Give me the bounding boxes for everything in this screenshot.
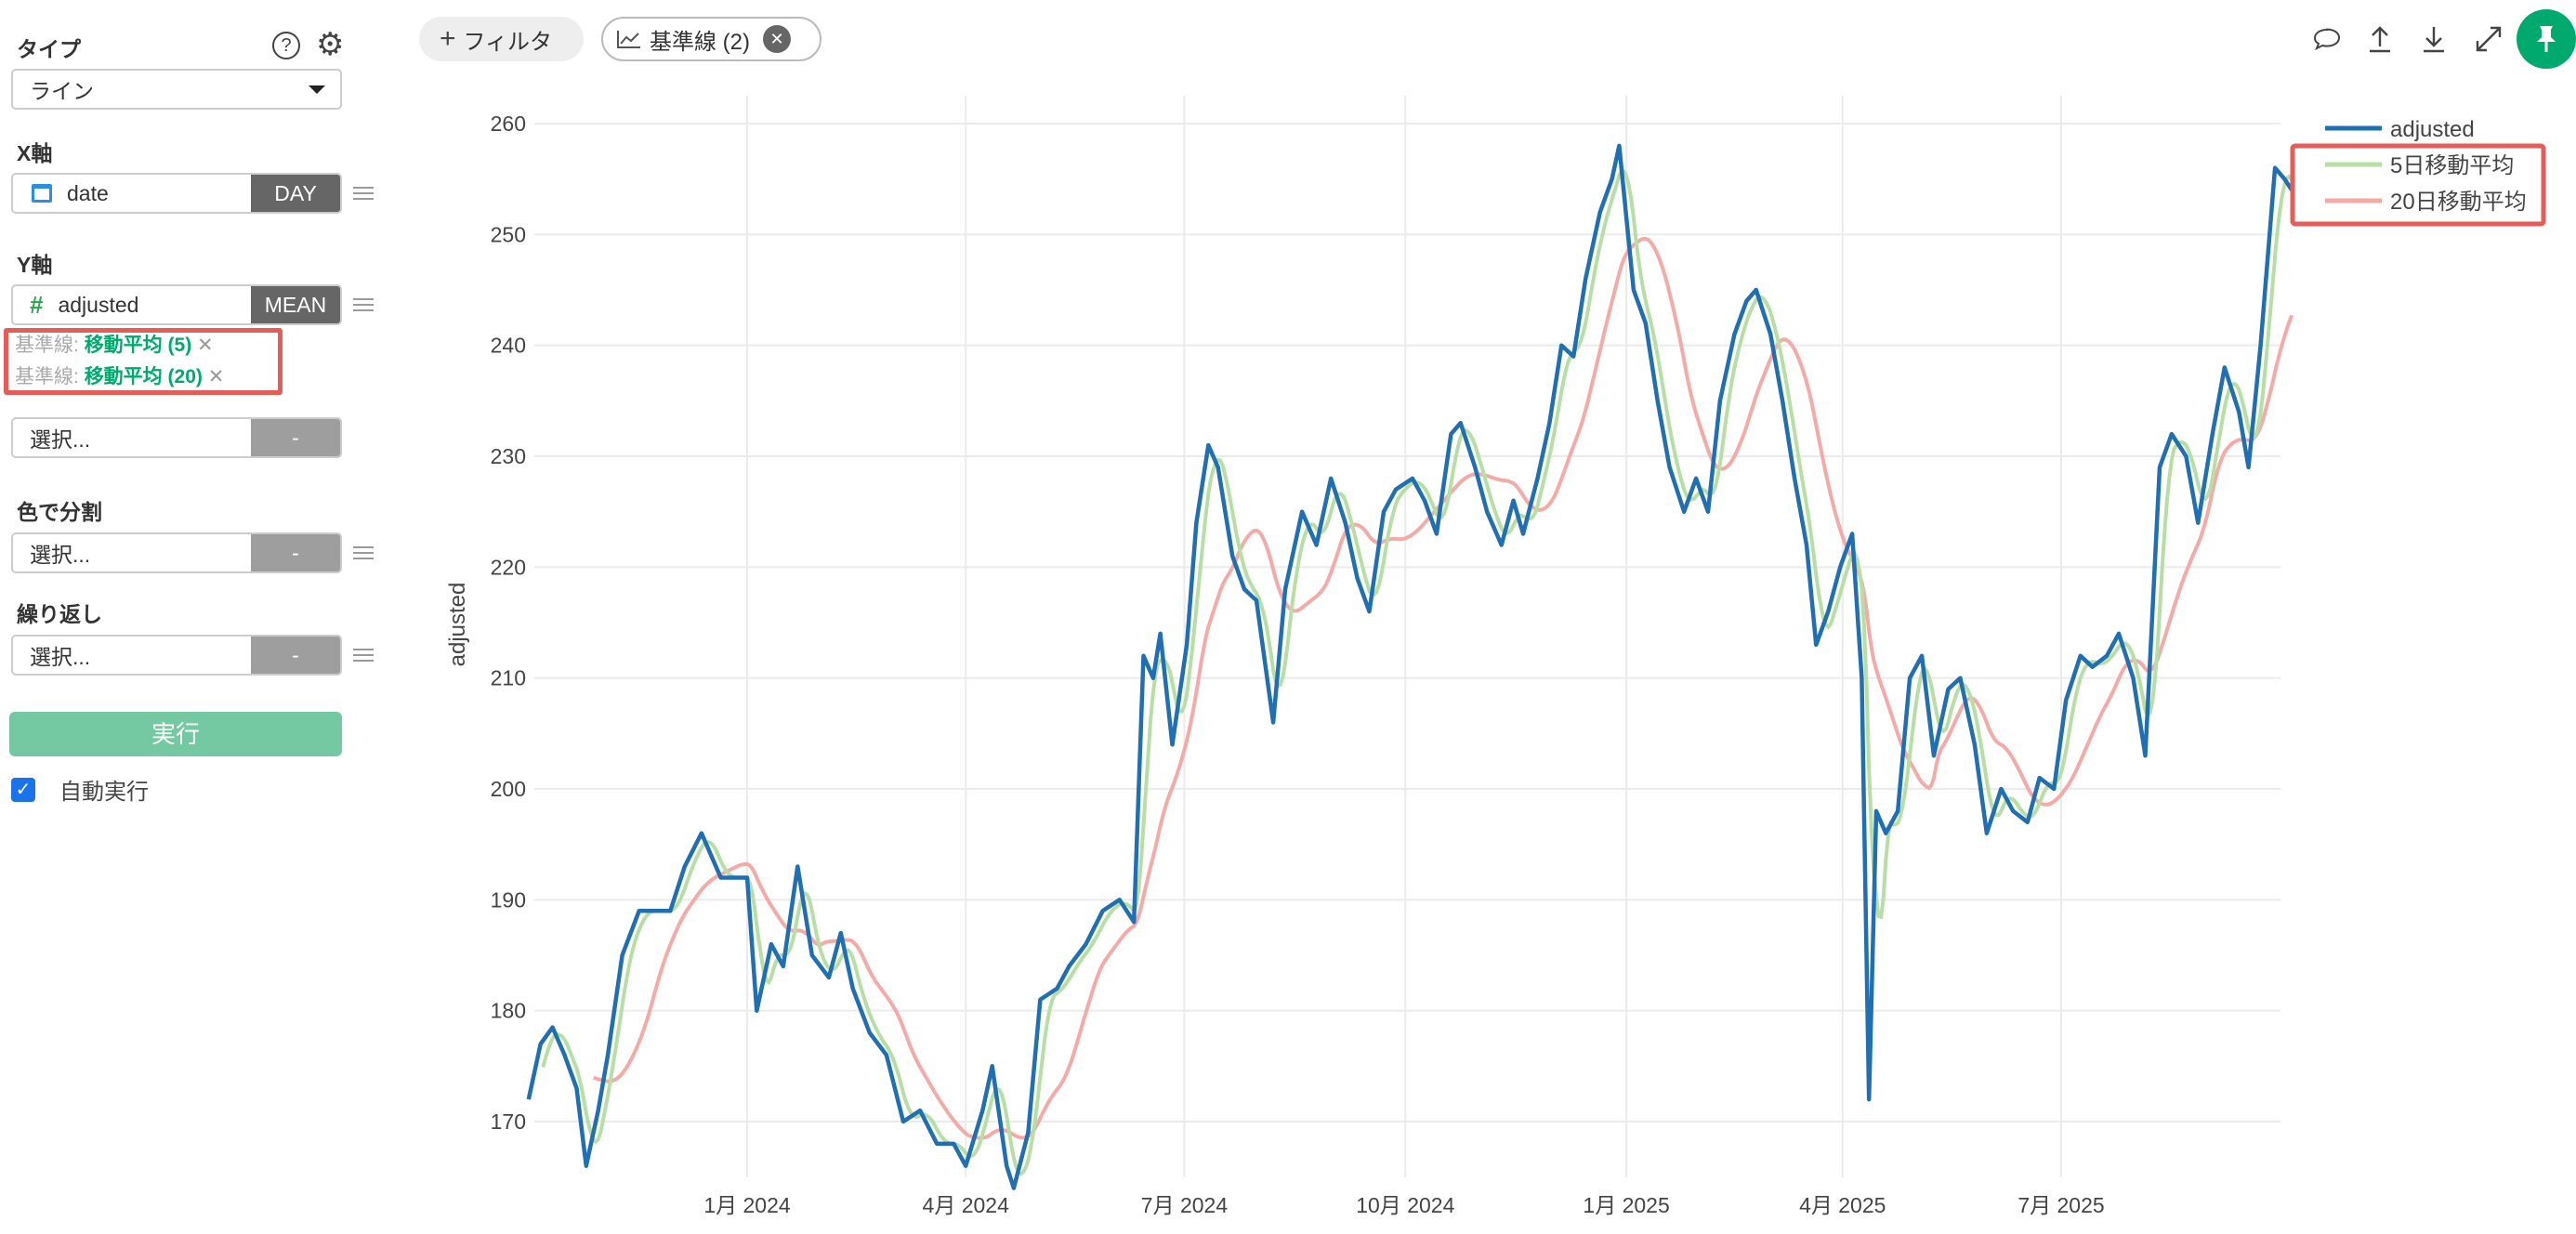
y-agg-button[interactable]: MEAN xyxy=(251,286,340,323)
y-tick-label: 170 xyxy=(491,1109,526,1134)
x-axis-label: X軸 xyxy=(17,141,53,165)
baseline-name[interactable]: 移動平均 (5) xyxy=(84,335,192,356)
baseline-name[interactable]: 移動平均 (20) xyxy=(84,366,203,387)
color-agg-button[interactable]: - xyxy=(251,534,340,571)
x-tick-label: 7月 2025 xyxy=(2017,1193,2104,1217)
repeat-placeholder: 選択... xyxy=(30,645,91,669)
legend-label-ma20[interactable]: 20日移動平均 xyxy=(2390,190,2527,215)
extra-y-field[interactable]: 選択... - xyxy=(11,417,342,458)
x-tick-label: 7月 2024 xyxy=(1141,1193,1229,1217)
x-tick-label: 1月 2024 xyxy=(703,1193,791,1217)
remove-baseline-icon[interactable]: ✕ xyxy=(197,335,214,356)
baseline-item: 基準線: 移動平均 (20) ✕ xyxy=(15,361,224,393)
x-field-name: date xyxy=(67,180,109,205)
baseline-list: 基準線: 移動平均 (5) ✕ 基準線: 移動平均 (20) ✕ xyxy=(15,330,224,393)
ma5-line xyxy=(541,169,2293,1176)
baseline-highlight-box xyxy=(4,328,283,395)
x-tick-label: 10月 2024 xyxy=(1356,1193,1454,1217)
help-icon[interactable]: ? xyxy=(272,32,300,59)
add-filter-button[interactable]: + フィルタ xyxy=(419,17,584,61)
adjusted-line xyxy=(526,143,2294,1190)
y-axis-field[interactable]: # adjusted MEAN xyxy=(11,284,342,325)
baseline-prefix: 基準線: xyxy=(15,335,79,356)
pin-icon xyxy=(2537,26,2556,52)
comment-icon[interactable] xyxy=(2310,22,2344,56)
repeat-field[interactable]: 選択... - xyxy=(11,635,342,676)
plus-icon: + xyxy=(440,23,456,54)
extra-agg-button[interactable]: - xyxy=(251,419,340,456)
gear-icon[interactable]: ⚙ xyxy=(316,27,345,62)
close-circle-icon[interactable]: ✕ xyxy=(763,25,791,53)
legend-label-ma5[interactable]: 5日移動平均 xyxy=(2390,153,2514,178)
baseline-chip-label: 基準線 (2) xyxy=(650,29,750,55)
number-hash-icon: # xyxy=(30,290,44,319)
expand-icon[interactable] xyxy=(2472,22,2505,56)
baseline-prefix: 基準線: xyxy=(15,366,79,387)
legend-highlight-box xyxy=(2290,143,2546,227)
y-axis-label: Y軸 xyxy=(17,253,53,277)
x-tick-label: 1月 2025 xyxy=(1583,1193,1669,1217)
download-icon[interactable] xyxy=(2417,22,2451,56)
legend-label-adjusted[interactable]: adjusted xyxy=(2390,117,2475,142)
chevron-down-icon xyxy=(309,85,325,94)
x-agg-button[interactable]: DAY xyxy=(251,175,340,212)
color-split-label: 色で分割 xyxy=(17,500,102,524)
chart-type-select[interactable]: ライン xyxy=(11,69,342,110)
y-axis-title: adjusted xyxy=(445,583,470,667)
y-tick-label: 250 xyxy=(491,222,526,246)
y-tick-label: 220 xyxy=(491,555,526,579)
remove-baseline-icon[interactable]: ✕ xyxy=(207,366,225,387)
y-field-name: adjusted xyxy=(58,292,139,317)
auto-run-toggle[interactable]: ✓ 自動実行 xyxy=(11,773,149,806)
auto-run-label: 自動実行 xyxy=(59,780,149,805)
y-tick-label: 210 xyxy=(491,666,526,690)
x-axis-field[interactable]: date DAY xyxy=(11,173,342,214)
line-chart-icon xyxy=(617,31,640,48)
baseline-item: 基準線: 移動平均 (5) ✕ xyxy=(15,330,224,361)
drag-handle-icon[interactable] xyxy=(353,298,374,311)
calendar-icon xyxy=(32,184,52,203)
checkbox-checked-icon[interactable]: ✓ xyxy=(11,777,35,802)
repeat-agg-button[interactable]: - xyxy=(251,637,340,674)
extra-y-placeholder: 選択... xyxy=(30,427,91,452)
y-tick-label: 180 xyxy=(491,999,526,1023)
x-tick-label: 4月 2025 xyxy=(1799,1193,1886,1217)
color-split-field[interactable]: 選択... - xyxy=(11,532,342,573)
color-split-placeholder: 選択... xyxy=(30,543,91,567)
y-tick-label: 260 xyxy=(491,112,526,136)
legend[interactable]: adjusted 5日移動平均 20日移動平均 xyxy=(2290,117,2546,227)
pin-button[interactable] xyxy=(2517,9,2576,69)
repeat-label: 繰り返し xyxy=(17,602,102,626)
ma20-line xyxy=(592,236,2294,1140)
run-button[interactable]: 実行 xyxy=(9,712,342,756)
y-tick-label: 200 xyxy=(491,777,526,801)
drag-handle-icon[interactable] xyxy=(353,187,374,200)
upload-icon[interactable] xyxy=(2363,22,2397,56)
type-label: タイプ xyxy=(17,37,81,61)
baseline-chip[interactable]: 基準線 (2) ✕ xyxy=(601,17,821,61)
drag-handle-icon[interactable] xyxy=(353,649,374,662)
drag-handle-icon[interactable] xyxy=(353,546,374,559)
chart-type-value: ライン xyxy=(30,79,94,103)
y-tick-label: 190 xyxy=(491,887,526,912)
filter-label: フィルタ xyxy=(463,29,553,55)
y-tick-label: 240 xyxy=(491,334,526,358)
y-tick-label: 230 xyxy=(491,444,526,468)
x-tick-label: 4月 2024 xyxy=(923,1193,1010,1217)
